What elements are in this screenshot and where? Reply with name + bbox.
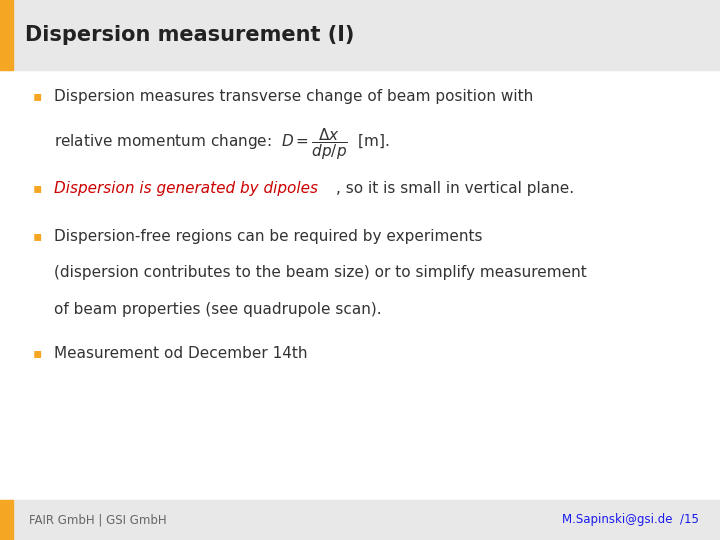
Text: (dispersion contributes to the beam size) or to simplify measurement: (dispersion contributes to the beam size…: [54, 265, 587, 280]
Text: ▪: ▪: [32, 89, 42, 103]
Text: Dispersion is generated by dipoles: Dispersion is generated by dipoles: [54, 181, 318, 196]
Text: ▪: ▪: [32, 228, 42, 242]
Text: ▪: ▪: [32, 181, 42, 195]
Text: Dispersion measures transverse change of beam position with: Dispersion measures transverse change of…: [54, 89, 534, 104]
Text: of beam properties (see quadrupole scan).: of beam properties (see quadrupole scan)…: [54, 302, 382, 317]
Text: Measurement od December 14th: Measurement od December 14th: [54, 346, 307, 361]
Bar: [0, 0, 720, 70]
Text: , so it is small in vertical plane.: , so it is small in vertical plane.: [336, 181, 574, 196]
Text: M.Sapinski@gsi.de  /15: M.Sapinski@gsi.de /15: [562, 513, 698, 526]
Bar: [0, 0, 13, 70]
Text: relative momentum change:  $D = \dfrac{\Delta x}{dp/p}$  [m].: relative momentum change: $D = \dfrac{\D…: [54, 126, 390, 161]
Text: ▪: ▪: [32, 346, 42, 360]
Text: FAIR GmbH | GSI GmbH: FAIR GmbH | GSI GmbH: [29, 513, 166, 526]
Text: Dispersion-free regions can be required by experiments: Dispersion-free regions can be required …: [54, 228, 482, 244]
Text: Dispersion measurement (I): Dispersion measurement (I): [25, 25, 354, 45]
Bar: [0, 500, 13, 540]
Bar: [0, 500, 720, 540]
